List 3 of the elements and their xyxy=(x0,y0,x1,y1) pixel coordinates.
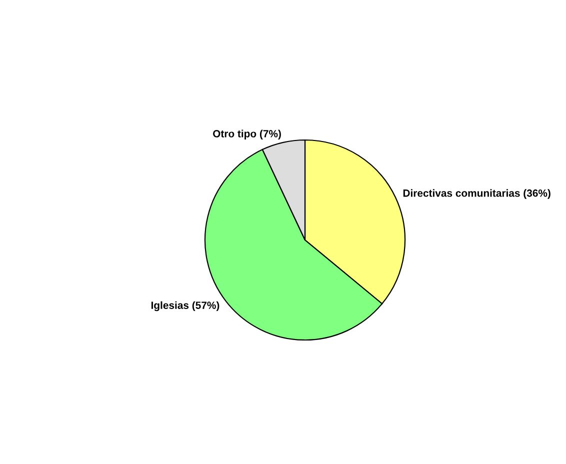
slice-label: Iglesias (57%) xyxy=(151,301,220,312)
slice-label: Otro tipo (7%) xyxy=(213,130,281,140)
slice-label: Directivas comunitarias (36%) xyxy=(403,189,550,199)
